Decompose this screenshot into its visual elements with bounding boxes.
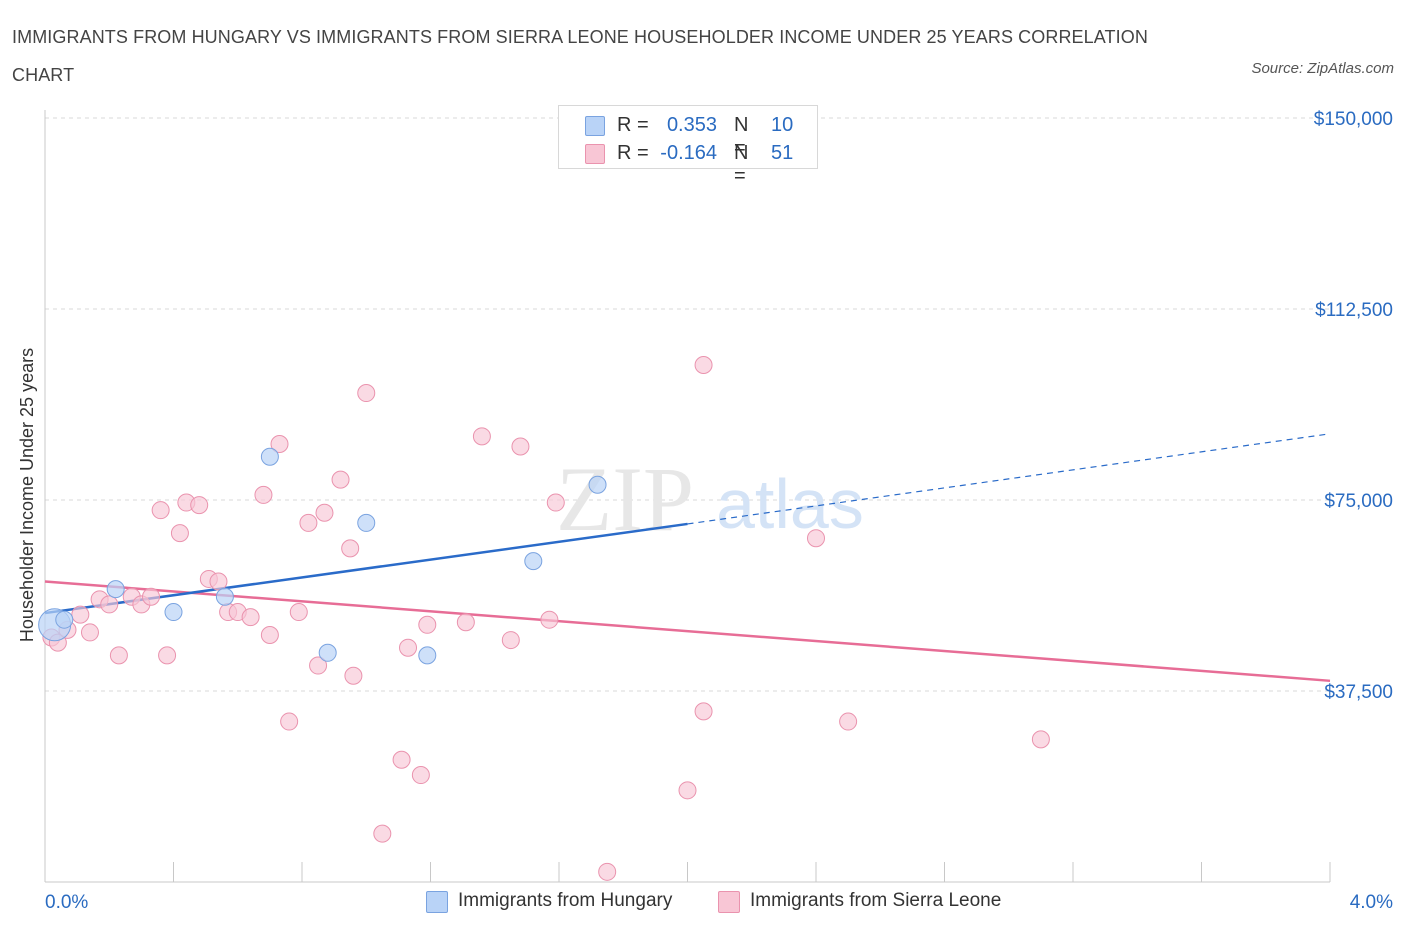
y-axis-title: Householder Income Under 25 years xyxy=(17,348,37,642)
point-sierra-leone xyxy=(540,610,559,629)
point-sierra-leone xyxy=(546,493,565,512)
point-sierra-leone xyxy=(373,824,392,843)
point-hungary xyxy=(106,580,125,599)
watermark-atlas: atlas xyxy=(716,465,864,543)
point-sierra-leone xyxy=(142,587,161,606)
point-sierra-leone xyxy=(260,625,279,644)
point-sierra-leone xyxy=(331,470,350,489)
point-sierra-leone xyxy=(190,496,209,515)
point-sierra-leone xyxy=(209,572,228,591)
point-hungary xyxy=(318,643,337,662)
point-sierra-leone xyxy=(678,781,697,800)
point-sierra-leone xyxy=(392,750,411,769)
legend-swatch-sierra-leone xyxy=(585,144,605,164)
legend-r-value: -0.164 xyxy=(660,142,717,164)
point-sierra-leone xyxy=(839,712,858,731)
point-sierra-leone xyxy=(254,485,273,504)
point-sierra-leone xyxy=(598,862,617,881)
point-sierra-leone xyxy=(80,623,99,642)
chart-title: IMMIGRANTS FROM HUNGARY VS IMMIGRANTS FR… xyxy=(12,27,1148,85)
point-hungary xyxy=(357,513,376,532)
point-sierra-leone xyxy=(511,437,530,456)
point-sierra-leone xyxy=(100,595,119,614)
point-hungary xyxy=(588,475,607,494)
point-sierra-leone xyxy=(472,427,491,446)
legend-swatch-hungary xyxy=(585,116,605,136)
point-sierra-leone xyxy=(71,605,90,624)
point-sierra-leone xyxy=(109,646,128,665)
source-label: Source: ZipAtlas.com xyxy=(1251,60,1394,77)
legend-r-label: R = xyxy=(617,114,649,136)
point-sierra-leone xyxy=(694,702,713,721)
x-tick-label-min: 0.0% xyxy=(45,892,88,913)
point-sierra-leone xyxy=(456,613,475,632)
watermark-zip: ZIP xyxy=(556,448,694,550)
point-sierra-leone xyxy=(289,603,308,622)
point-sierra-leone xyxy=(411,766,430,785)
point-sierra-leone xyxy=(694,356,713,375)
bottom-legend-label-hungary: Immigrants from Hungary xyxy=(458,890,673,911)
bottom-legend-swatch-hungary xyxy=(426,891,448,913)
point-sierra-leone xyxy=(158,646,177,665)
point-hungary xyxy=(164,603,183,622)
point-sierra-leone xyxy=(280,712,299,731)
point-sierra-leone xyxy=(1031,730,1050,749)
bottom-legend-label-sierra-leone: Immigrants from Sierra Leone xyxy=(750,890,1002,911)
point-hungary xyxy=(55,610,74,629)
legend-n-label: N = xyxy=(734,114,749,159)
point-sierra-leone xyxy=(270,434,289,453)
point-sierra-leone xyxy=(299,513,318,532)
y-tick-label: $75,000 xyxy=(1324,491,1393,512)
point-hungary xyxy=(215,587,234,606)
point-sierra-leone xyxy=(501,631,520,650)
point-sierra-leone xyxy=(241,608,260,627)
point-sierra-leone xyxy=(344,666,363,685)
legend-n-value: 10 xyxy=(771,114,794,136)
point-hungary xyxy=(524,552,543,571)
point-sierra-leone xyxy=(309,656,328,675)
y-tick-label: $37,500 xyxy=(1324,682,1393,703)
stats-legend: R = 0.353 N = 10 R = -0.164 N = 51 xyxy=(558,105,818,187)
x-tick-label-max: 4.0% xyxy=(1350,892,1393,913)
legend-n-label: N = xyxy=(734,142,749,187)
point-sierra-leone xyxy=(399,638,418,657)
trend-line-hungary-extension xyxy=(687,433,1331,525)
point-sierra-leone xyxy=(170,524,189,543)
legend-n-value: 51 xyxy=(771,142,794,164)
point-sierra-leone xyxy=(418,615,437,634)
bottom-legend-swatch-sierra-leone xyxy=(718,891,740,913)
point-sierra-leone xyxy=(315,503,334,522)
legend-r-label: R = xyxy=(617,142,649,164)
y-tick-label: $150,000 xyxy=(1314,109,1393,130)
point-sierra-leone xyxy=(357,384,376,403)
point-hungary xyxy=(418,646,437,665)
point-sierra-leone xyxy=(151,501,170,520)
trend-line-sierra-leone xyxy=(44,580,1331,683)
point-sierra-leone xyxy=(807,529,825,548)
point-sierra-leone xyxy=(341,539,360,558)
point-hungary xyxy=(260,447,279,466)
y-tick-label: $112,500 xyxy=(1315,300,1393,321)
legend-r-value: 0.353 xyxy=(666,114,717,136)
